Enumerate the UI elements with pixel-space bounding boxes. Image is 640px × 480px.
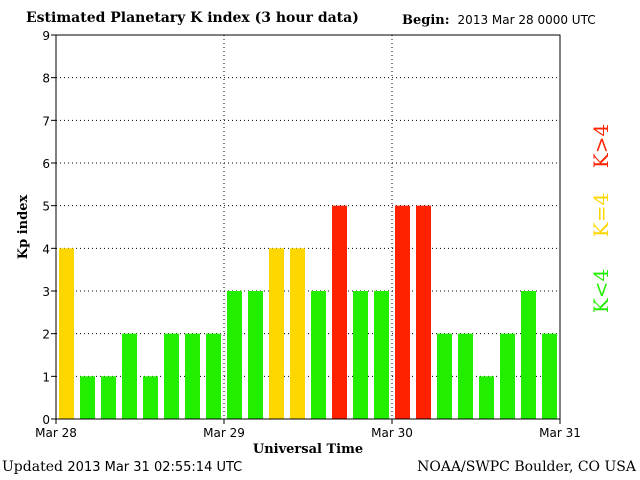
x-tick-label: Mar 30: [371, 426, 413, 440]
kp-bar: [542, 333, 557, 419]
updated-label: Updated: [2, 459, 63, 475]
y-tick-label: 8: [42, 72, 50, 86]
legend-high: K>4: [589, 124, 613, 168]
x-ticks: Mar 28 Mar 29 Mar 30 Mar 31: [35, 419, 581, 440]
kp-bar: [290, 248, 305, 419]
begin-value: 2013 Mar 28 0000 UTC: [457, 13, 596, 27]
kp-bar: [521, 291, 536, 419]
kp-bar: [101, 376, 116, 419]
legend-low: K<4: [589, 269, 613, 313]
y-tick-label: 4: [42, 242, 50, 256]
y-tick-label: 6: [42, 157, 50, 171]
chart-title: Estimated Planetary K index (3 hour data…: [26, 10, 359, 26]
kp-bar: [143, 376, 158, 419]
kp-bar: [479, 376, 494, 419]
kp-bar: [59, 248, 74, 419]
kp-bar: [206, 333, 221, 419]
y-tick-label: 5: [42, 200, 50, 214]
updated-info: Updated 2013 Mar 31 02:55:14 UTC: [2, 459, 242, 475]
source-credit: NOAA/SWPC Boulder, CO USA: [417, 459, 636, 475]
kp-bar: [311, 291, 326, 419]
kp-bar: [269, 248, 284, 419]
begin-info: Begin: 2013 Mar 28 0000 UTC: [402, 13, 596, 28]
x-tick-label: Mar 31: [539, 426, 581, 440]
y-tick-label: 3: [42, 285, 50, 299]
kp-bar: [122, 333, 137, 419]
kp-bar: [332, 205, 347, 419]
y-tick-label: 1: [42, 370, 50, 384]
kp-bar: [248, 291, 263, 419]
x-axis-label: Universal Time: [253, 442, 363, 457]
kp-bar: [164, 333, 179, 419]
updated-value: 2013 Mar 31 02:55:14 UTC: [67, 460, 243, 475]
kp-bar: [185, 333, 200, 419]
kp-bar: [353, 291, 368, 419]
y-tick-label: 7: [42, 114, 50, 128]
kp-bar: [80, 376, 95, 419]
x-tick-label: Mar 29: [203, 426, 245, 440]
y-ticks: 0 1 2 3 4 5 6 7 8 9: [42, 29, 56, 427]
bars: [59, 205, 557, 419]
y-axis-label: Kp index: [16, 195, 31, 260]
kp-bar: [500, 333, 515, 419]
kp-bar: [227, 291, 242, 419]
y-tick-label: 9: [42, 29, 50, 43]
grid-lines: [56, 35, 560, 419]
kp-bar: [458, 333, 473, 419]
begin-label: Begin:: [402, 13, 450, 28]
kp-bar: [374, 291, 389, 419]
legend-equal: K=4: [589, 193, 613, 237]
kp-bar: [416, 205, 431, 419]
kp-bar: [395, 205, 410, 419]
plot-frame: [55, 34, 561, 420]
y-tick-label: 2: [42, 328, 50, 342]
x-tick-label: Mar 28: [35, 426, 77, 440]
y-tick-label: 0: [42, 413, 50, 427]
kp-bar: [437, 333, 452, 419]
